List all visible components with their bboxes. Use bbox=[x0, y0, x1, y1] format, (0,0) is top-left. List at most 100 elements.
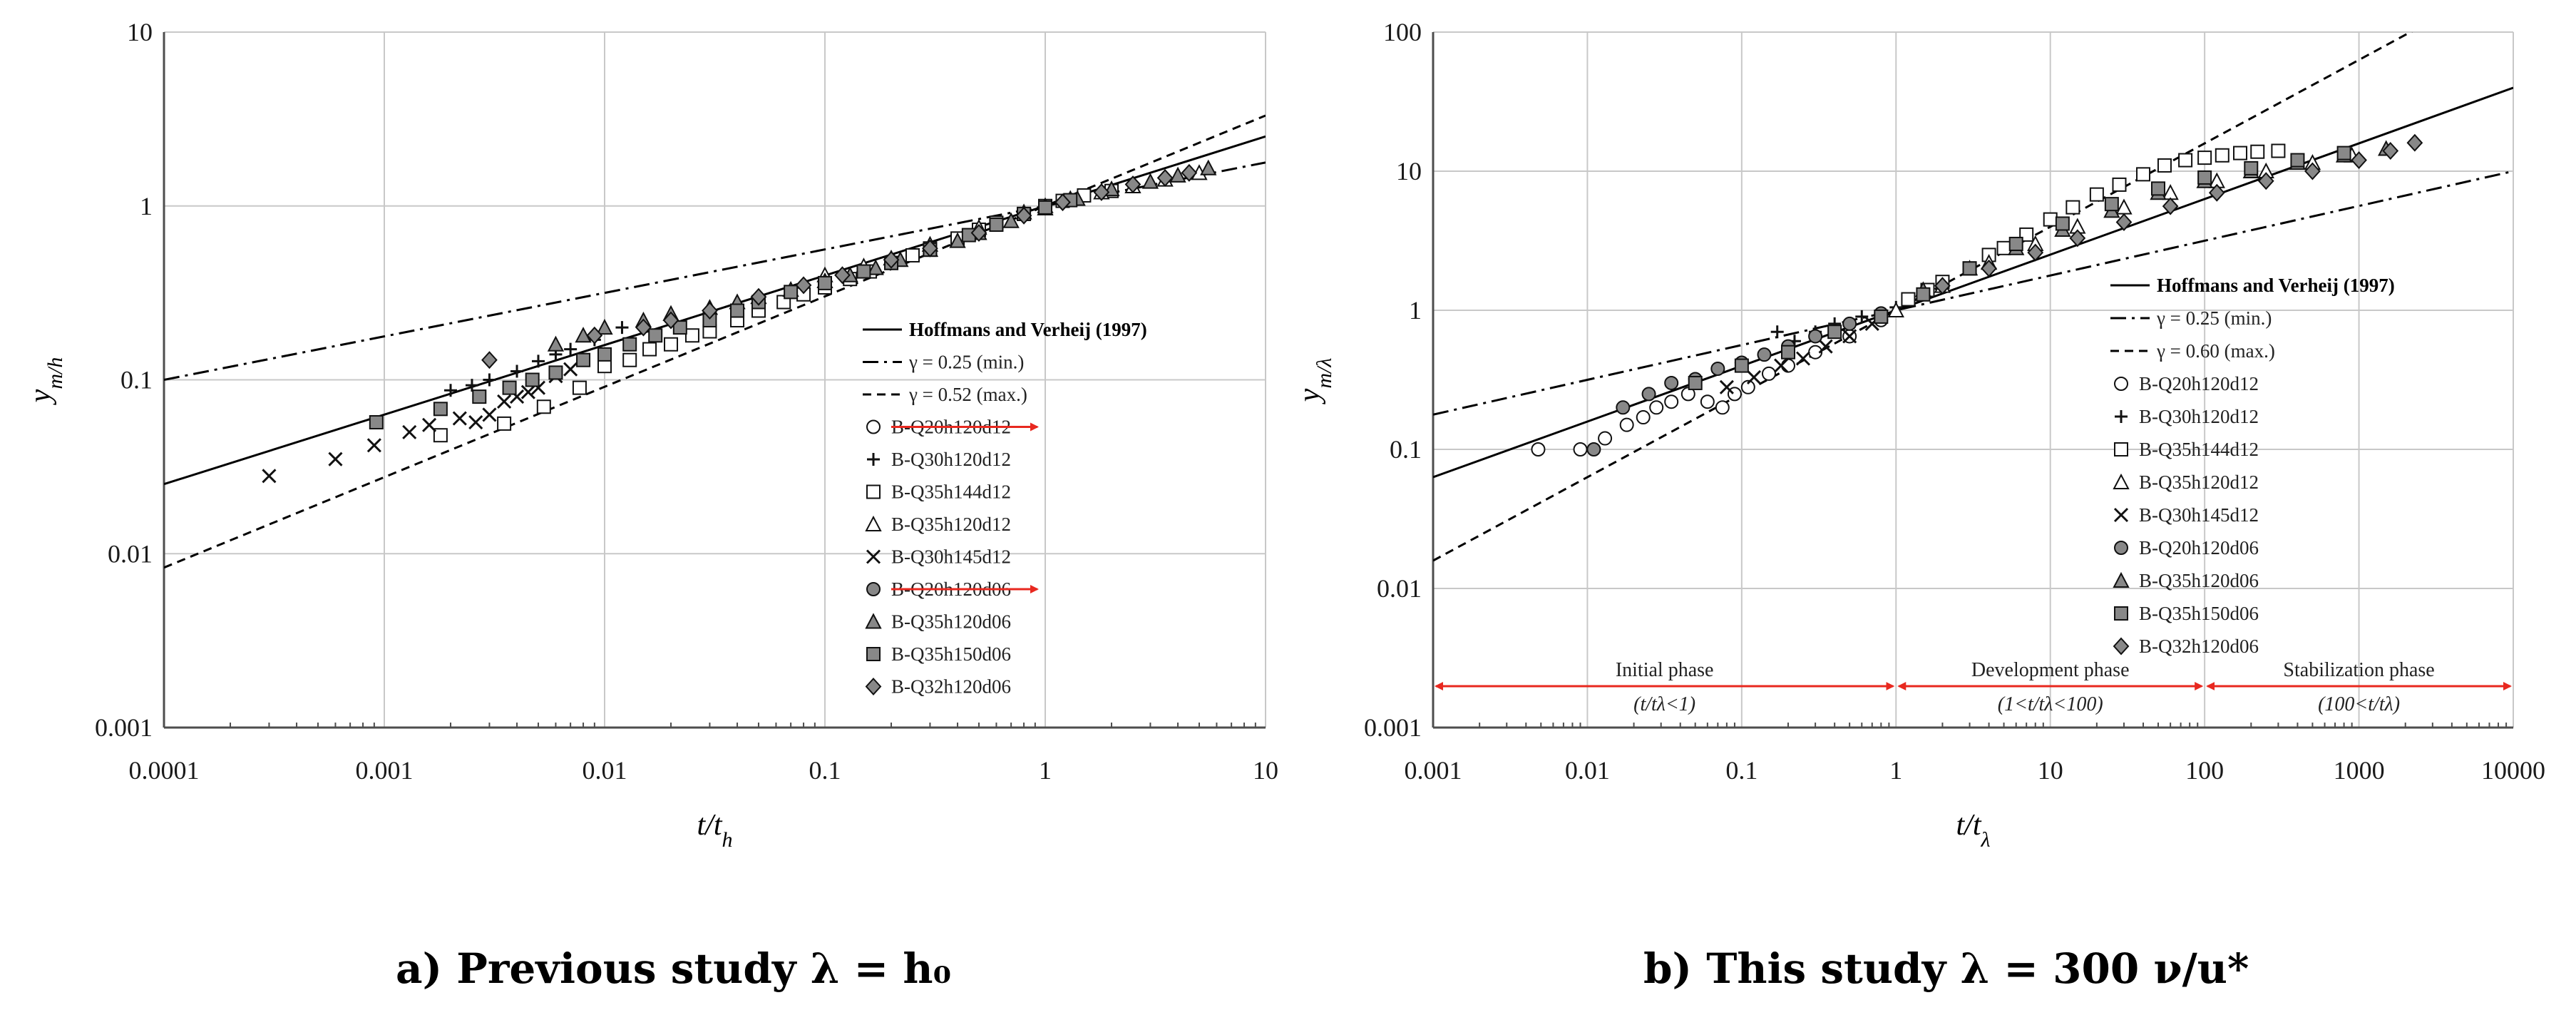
data-point bbox=[2406, 133, 2423, 152]
data-point bbox=[262, 469, 277, 484]
y-tick-label: 100 bbox=[1383, 18, 1422, 46]
data-point bbox=[1200, 159, 1217, 175]
data-point bbox=[536, 399, 551, 414]
data-point bbox=[468, 414, 483, 430]
data-point bbox=[1795, 351, 1811, 366]
phase-label: Initial phase bbox=[1616, 659, 1714, 681]
phase-label: Stabilization phase bbox=[2283, 659, 2434, 681]
legend-label: Hoffmans and Verheij (1997) bbox=[909, 319, 1147, 340]
x-tick-label: 0.001 bbox=[1405, 756, 1462, 785]
legend-marker bbox=[2114, 377, 2128, 391]
series-B-Q32h120d06 bbox=[1934, 133, 2423, 295]
data-point bbox=[1962, 261, 1977, 276]
data-point bbox=[1746, 369, 1762, 384]
data-point bbox=[2336, 146, 2351, 160]
data-point bbox=[2271, 143, 2286, 158]
data-point bbox=[1054, 193, 1071, 212]
data-point bbox=[2069, 229, 2086, 248]
data-point bbox=[1700, 394, 1715, 409]
y-tick-label: 10 bbox=[127, 18, 153, 46]
data-point bbox=[1934, 277, 1951, 295]
data-point bbox=[1719, 379, 1734, 394]
x-tick-label: 0.01 bbox=[1565, 756, 1610, 785]
data-point bbox=[2197, 170, 2212, 185]
legend-label: B-Q32h120d06 bbox=[2139, 636, 2259, 657]
data-point bbox=[2382, 142, 2399, 160]
data-point bbox=[402, 424, 417, 439]
legend: Hoffmans and Verheij (1997) γ = 0.25 (min… bbox=[863, 319, 1147, 698]
x-tick-label: 10000 bbox=[2481, 756, 2545, 785]
data-point bbox=[1649, 400, 1664, 415]
legend-label: B-Q35h120d12 bbox=[2139, 471, 2259, 493]
caption-left: a) Previous study λ = h₀ bbox=[396, 944, 951, 993]
data-point bbox=[2136, 167, 2151, 182]
data-point bbox=[510, 364, 524, 378]
data-point bbox=[1636, 410, 1651, 425]
x-gridlines bbox=[1432, 32, 2514, 728]
legend-marker bbox=[2114, 606, 2128, 621]
legend-label: B-Q35h120d12 bbox=[891, 514, 1011, 535]
data-point bbox=[2250, 144, 2265, 159]
x-tick-label: 0.001 bbox=[356, 756, 414, 785]
data-point bbox=[564, 342, 578, 356]
legend-label: B-Q35h150d06 bbox=[2139, 603, 2259, 624]
legend-marker bbox=[866, 549, 881, 564]
data-point bbox=[2043, 212, 2058, 227]
data-point bbox=[1531, 442, 1546, 457]
data-point bbox=[2244, 160, 2259, 175]
y-tick-label: 10 bbox=[1396, 157, 1422, 185]
data-point bbox=[586, 326, 603, 345]
y-tick-label: 0.01 bbox=[108, 539, 153, 568]
data-point bbox=[497, 416, 512, 431]
data-point bbox=[834, 266, 851, 285]
data-point bbox=[1616, 400, 1631, 415]
data-point bbox=[1710, 361, 1725, 376]
data-point bbox=[642, 342, 657, 357]
legend-label: γ = 0.60 (max.) bbox=[2156, 340, 2275, 362]
data-point bbox=[1887, 301, 1904, 317]
data-point bbox=[970, 224, 987, 242]
legend-marker bbox=[866, 484, 881, 499]
data-point bbox=[563, 362, 578, 377]
data-point bbox=[1761, 366, 1776, 381]
y-tick-label: 1 bbox=[140, 192, 153, 220]
legend-marker bbox=[2113, 507, 2129, 523]
data-point bbox=[1641, 387, 1656, 402]
legend-marker bbox=[865, 515, 882, 531]
data-point bbox=[622, 352, 637, 367]
data-point bbox=[1181, 163, 1198, 182]
data-point bbox=[531, 355, 545, 368]
data-point bbox=[1156, 168, 1174, 187]
legend-label: B-Q20h120d06 bbox=[2139, 537, 2259, 558]
data-point bbox=[1586, 442, 1601, 457]
data-point bbox=[497, 394, 512, 409]
data-point bbox=[684, 328, 699, 343]
data-point bbox=[1855, 310, 1869, 323]
data-point bbox=[2162, 197, 2179, 215]
legend-marker bbox=[867, 453, 880, 466]
x-tick-label: 0.01 bbox=[583, 756, 627, 785]
data-point bbox=[664, 337, 679, 352]
data-point bbox=[2178, 153, 2193, 168]
data-point bbox=[2115, 213, 2133, 231]
legend-label: B-Q20h120d12 bbox=[2139, 373, 2259, 394]
data-point bbox=[525, 372, 540, 387]
legend-label: B-Q35h120d06 bbox=[891, 611, 1011, 633]
data-point bbox=[481, 351, 498, 369]
data-point bbox=[662, 311, 679, 330]
data-point bbox=[989, 218, 1004, 233]
legend-marker bbox=[865, 678, 882, 695]
x-tick-label: 10 bbox=[1253, 756, 1278, 785]
data-point bbox=[1916, 287, 1931, 302]
data-point bbox=[2066, 200, 2080, 215]
legend-marker bbox=[2113, 473, 2130, 489]
chart-panel-a: 0.0001 0.001 0.01 0.1 1 10 0.001 0.01 0.1 1 10 t/th… bbox=[24, 18, 1278, 852]
data-point bbox=[2290, 153, 2305, 168]
legend-marker bbox=[866, 582, 881, 596]
data-point bbox=[328, 452, 343, 466]
data-point bbox=[422, 417, 437, 432]
data-point bbox=[615, 321, 629, 335]
data-point bbox=[1874, 309, 1889, 324]
legend-label: Hoffmans and Verheij (1997) bbox=[2157, 275, 2395, 296]
